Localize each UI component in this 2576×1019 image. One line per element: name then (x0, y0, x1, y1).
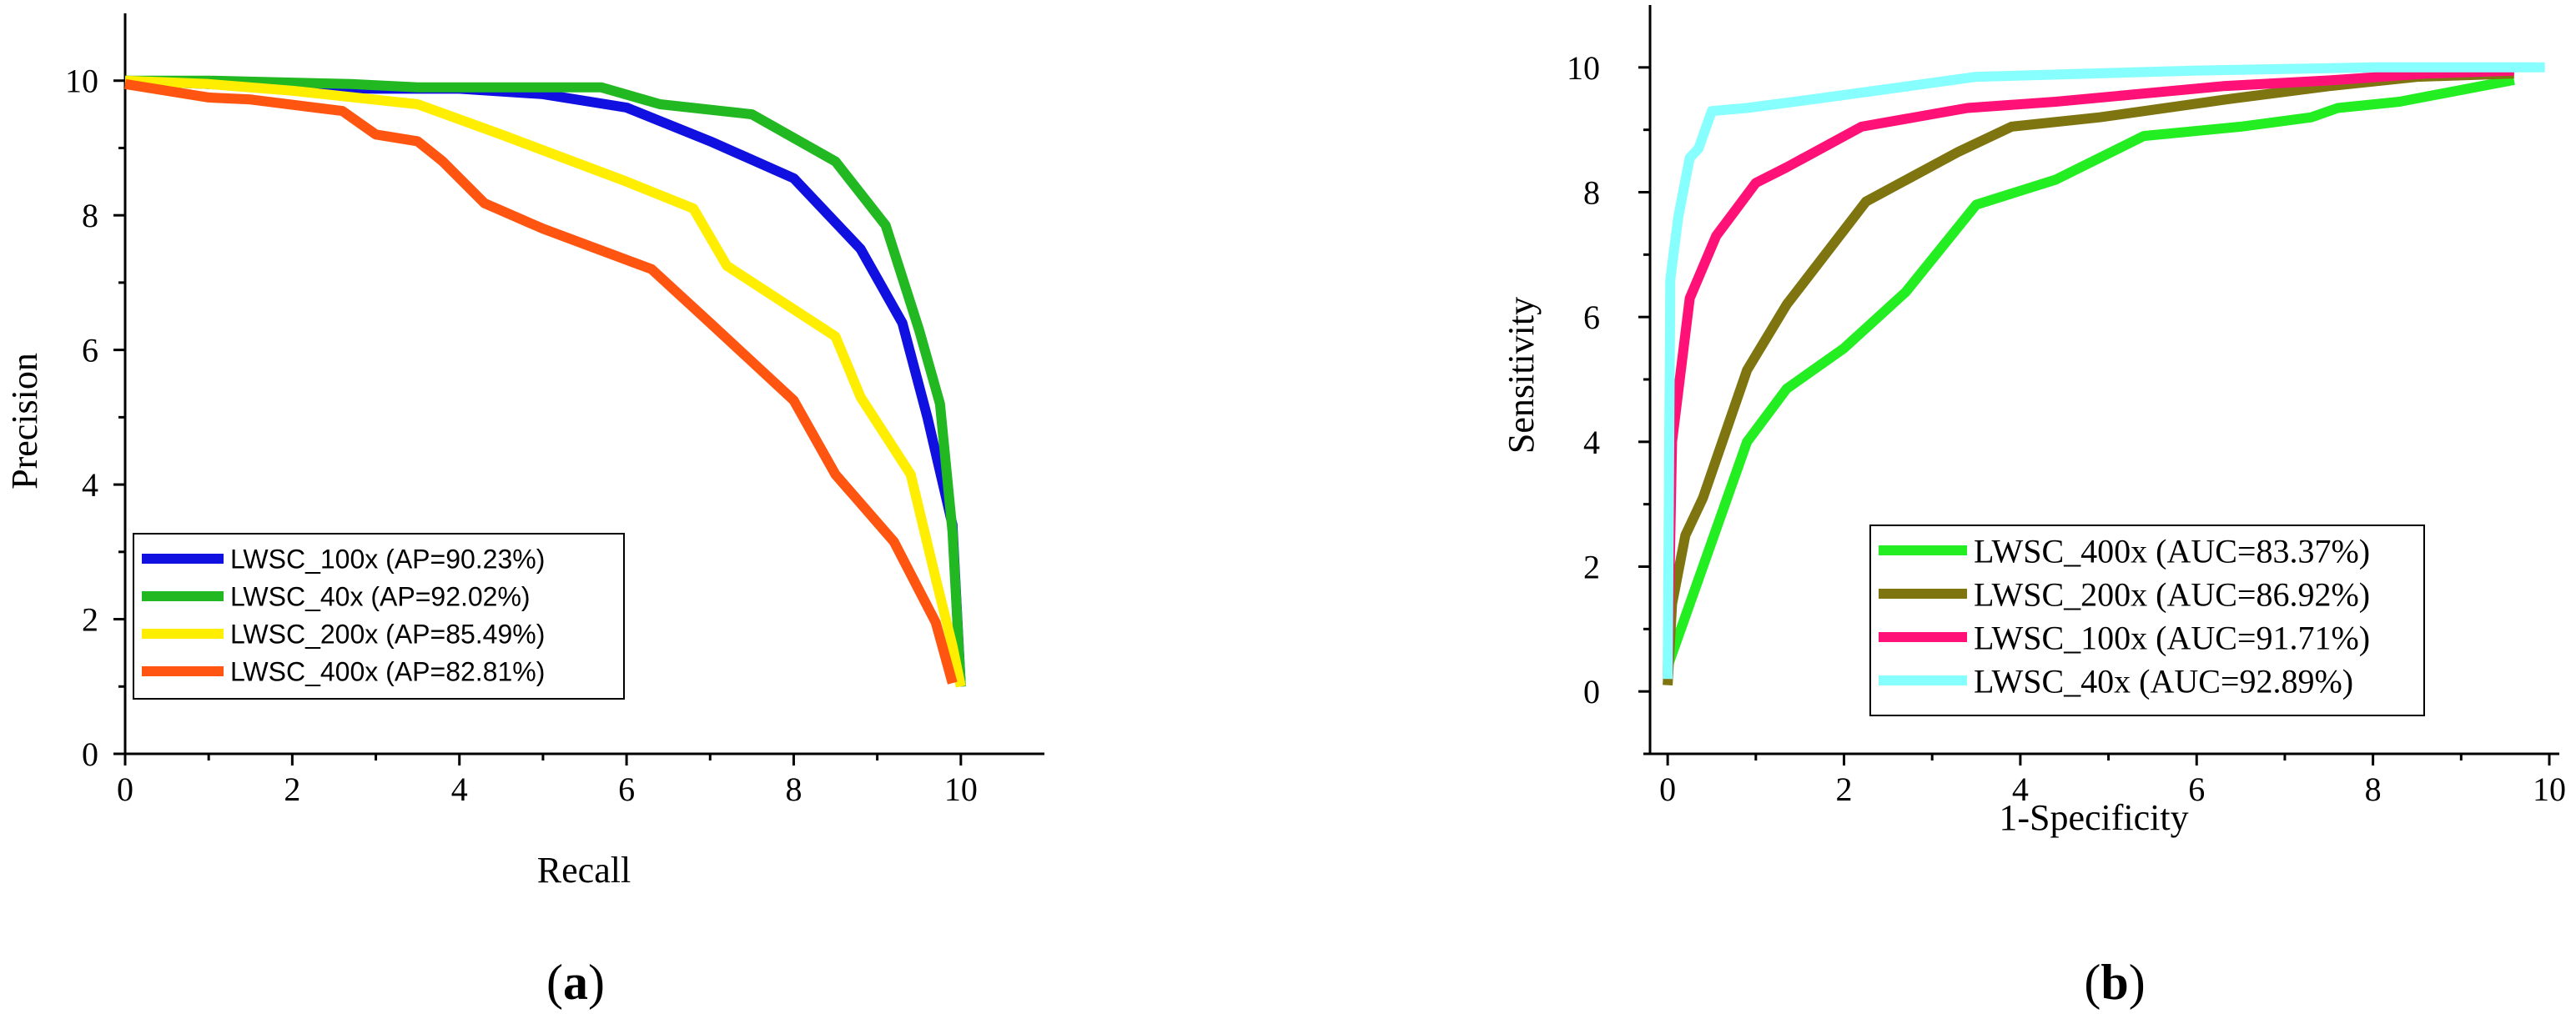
series-line-lwsc-100x (1663, 65, 2514, 680)
y-tick-label: 0 (82, 735, 98, 773)
y-tick-label: 4 (82, 466, 98, 504)
y-tick-label: 6 (82, 332, 98, 369)
legend-label: LWSC_100x (AUC=91.71%) (1974, 619, 2370, 656)
panel-b-roc: Sensitivity 1-Specificity (b) 0 2 4 6 8 10 0 2 4… (1501, 5, 2566, 1010)
x-tick-label: 0 (117, 771, 133, 808)
y-axis-label: Precision (4, 353, 45, 489)
y-tick-label: 8 (82, 197, 98, 234)
x-axis-label: Recall (537, 850, 631, 891)
y-tick-label: 4 (1583, 424, 1600, 461)
legend-label: LWSC_200x (AP=85.49%) (230, 620, 545, 650)
legend-label: LWSC_200x (AUC=86.92%) (1974, 575, 2370, 613)
legend-label: LWSC_40x (AP=92.02%) (230, 582, 531, 612)
plot-area (124, 75, 966, 688)
x-tick-label: 8 (2365, 771, 2382, 808)
legend-label: LWSC_40x (AUC=92.89%) (1974, 662, 2353, 700)
plot-area (1663, 62, 2545, 686)
series-line-lwsc-40x (1663, 62, 2545, 680)
x-tick-label: 8 (785, 771, 802, 808)
series-line-lwsc-200x (124, 75, 966, 688)
series-line-lwsc-400x (1663, 74, 2515, 669)
x-tick-label: 2 (1836, 771, 1853, 808)
x-tick-label: 4 (2012, 771, 2029, 808)
x-tick-label: 2 (284, 771, 300, 808)
x-axis-label: 1-Specificity (1999, 797, 2188, 838)
x-tick-label: 10 (944, 771, 978, 808)
axes: 0 2 4 6 8 10 0 2 4 6 8 10 (1567, 5, 2566, 808)
x-tick-label: 0 (1659, 771, 1676, 808)
y-tick-label: 0 (1583, 673, 1600, 710)
series-line-lwsc-200x (1663, 68, 2514, 686)
x-tick-label: 4 (451, 771, 468, 808)
legend: LWSC_100x (AP=90.23%) LWSC_40x (AP=92.02%… (133, 533, 625, 700)
y-tick-label: 2 (1583, 549, 1600, 586)
legend-label: LWSC_400x (AUC=83.37%) (1974, 532, 2370, 570)
x-tick-label: 10 (2533, 771, 2566, 808)
y-tick-label: 8 (1583, 174, 1600, 212)
x-tick-label: 6 (2188, 771, 2205, 808)
y-tick-label: 10 (1567, 49, 1600, 87)
panel-a-precision-recall: Precision Recall (a) 0 2 4 6 8 10 0 2 4 6 8 10 LWSC_… (4, 13, 1044, 1010)
panel-caption-letter: b (2101, 955, 2128, 1010)
legend-label: LWSC_100x (AP=90.23%) (230, 545, 545, 575)
y-tick-label: 2 (82, 601, 98, 639)
axes: 0 2 4 6 8 10 0 2 4 6 8 10 (65, 13, 1044, 808)
panel-caption-a: (a) (546, 955, 605, 1010)
y-tick-label: 10 (65, 63, 98, 100)
y-tick-label: 6 (1583, 299, 1600, 336)
panel-caption-b: (b) (2084, 955, 2145, 1010)
legend: LWSC_400x (AUC=83.37%) LWSC_200x (AUC=86.… (1869, 525, 2425, 716)
panel-caption-letter: a (563, 955, 588, 1010)
legend-label: LWSC_400x (AP=82.81%) (230, 657, 545, 687)
series-line-lwsc-400x (124, 78, 958, 685)
y-axis-label: Sensitivity (1501, 297, 1542, 454)
x-tick-label: 6 (618, 771, 635, 808)
series-line-lwsc-40x (125, 75, 966, 687)
